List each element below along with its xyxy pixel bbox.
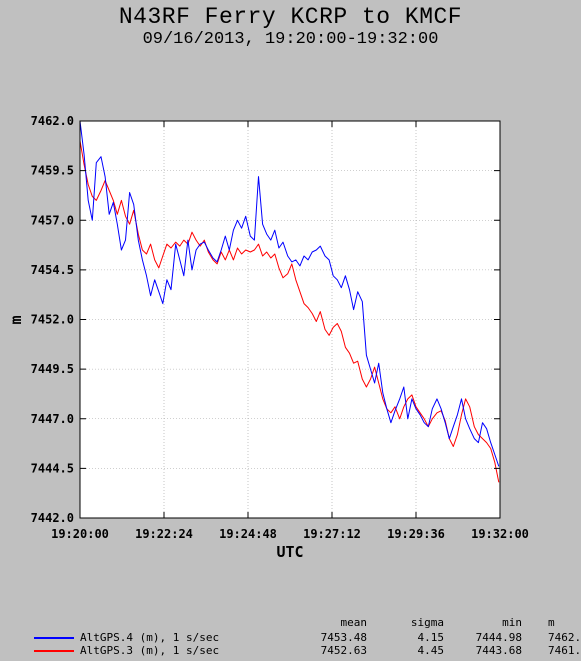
stats-max: 7461. — [548, 644, 581, 657]
ticks: 7442.0 7444.5 7447.0 7449.5 7452.0 7454.5 7457… — [31, 114, 529, 541]
stats-sigma: 4.15 — [417, 631, 445, 644]
y-tick-label: 7444.5 — [31, 461, 74, 475]
stats-header-max: m — [548, 616, 555, 629]
y-tick-label: 7449.5 — [31, 362, 74, 376]
altitude-chart: 7442.0 7444.5 7447.0 7449.5 7452.0 7454.5 7457… — [7, 114, 529, 561]
stats-mean: 7453.48 — [320, 631, 367, 644]
x-tick-label: 19:22:24 — [135, 527, 193, 541]
legend-swatch-red — [34, 650, 74, 652]
x-tick-label: 19:27:12 — [303, 527, 361, 541]
chart-title: N43RF Ferry KCRP to KMCF — [118, 4, 463, 30]
legend-label: AltGPS.4 (m), 1 s/sec — [80, 631, 220, 644]
stats-header-sigma: sigma — [410, 616, 444, 629]
x-tick-label: 19:20:00 — [51, 527, 109, 541]
y-tick-label: 7457.0 — [31, 213, 74, 227]
stats-min: 7443.68 — [475, 644, 522, 657]
y-tick-label: 7447.0 — [31, 412, 74, 426]
stats-header-mean: mean — [340, 616, 368, 629]
stats-header-row: mean sigma min m — [0, 616, 581, 629]
chart-subtitle: 09/16/2013, 19:20:00-19:32:00 — [142, 30, 439, 49]
x-tick-label: 19:32:00 — [471, 527, 529, 541]
legend-label: AltGPS.3 (m), 1 s/sec — [80, 644, 220, 657]
stats-header-min: min — [502, 616, 522, 629]
y-tick-label: 7442.0 — [31, 511, 74, 525]
stats-row: AltGPS.4 (m), 1 s/sec 7453.48 4.15 7444.… — [0, 631, 581, 644]
stats-max: 7462. — [548, 631, 581, 644]
y-tick-label: 7452.0 — [31, 313, 74, 327]
stats-mean: 7452.63 — [320, 644, 367, 657]
series-layer — [79, 120, 500, 483]
y-tick-label: 7454.5 — [31, 263, 74, 277]
x-tick-label: 19:24:48 — [219, 527, 277, 541]
x-axis-title: UTC — [276, 543, 303, 561]
stats-row: AltGPS.3 (m), 1 s/sec 7452.63 4.45 7443.… — [0, 644, 581, 657]
legend-swatch-blue — [34, 637, 74, 639]
statistics-legend: mean sigma min m AltGPS.4 (m), 1 s/sec 7… — [0, 616, 581, 661]
x-tick-label: 19:29:36 — [387, 527, 445, 541]
y-tick-label: 7462.0 — [31, 114, 74, 128]
series-line-altgps4 — [79, 120, 500, 467]
stats-sigma: 4.45 — [417, 644, 445, 657]
stats-min: 7444.98 — [475, 631, 522, 644]
y-tick-label: 7459.5 — [31, 164, 74, 178]
y-axis-title: m — [7, 315, 25, 324]
